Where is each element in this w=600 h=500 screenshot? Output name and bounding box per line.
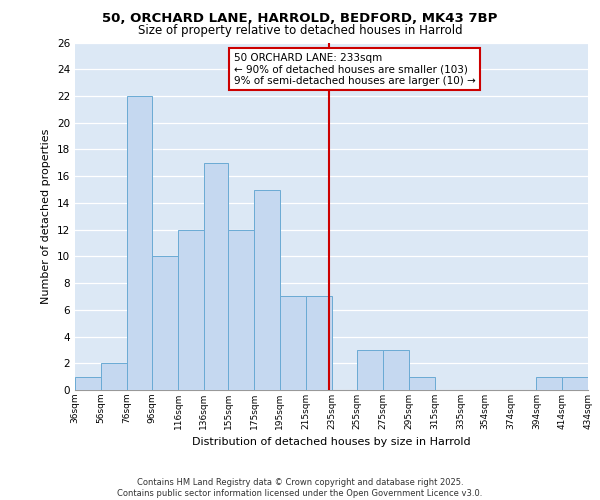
Bar (280, 296, 306, 390)
Bar (178, 230, 204, 390)
Bar (75, 376, 101, 390)
Bar (152, 256, 178, 390)
Text: 50 ORCHARD LANE: 233sqm
← 90% of detached houses are smaller (103)
9% of semi-de: 50 ORCHARD LANE: 233sqm ← 90% of detache… (233, 52, 475, 86)
Bar (357, 350, 383, 390)
X-axis label: Distribution of detached houses by size in Harrold: Distribution of detached houses by size … (192, 438, 471, 448)
Text: Contains HM Land Registry data © Crown copyright and database right 2025.
Contai: Contains HM Land Registry data © Crown c… (118, 478, 482, 498)
Bar (229, 230, 254, 390)
Bar (383, 350, 409, 390)
Bar (127, 96, 152, 390)
Y-axis label: Number of detached properties: Number of detached properties (41, 128, 52, 304)
Bar (204, 163, 229, 390)
Bar (536, 376, 562, 390)
Bar (409, 376, 434, 390)
Text: 50, ORCHARD LANE, HARROLD, BEDFORD, MK43 7BP: 50, ORCHARD LANE, HARROLD, BEDFORD, MK43… (103, 12, 497, 26)
Bar (254, 190, 280, 390)
Text: Size of property relative to detached houses in Harrold: Size of property relative to detached ho… (137, 24, 463, 37)
Bar (562, 376, 588, 390)
Bar (101, 364, 127, 390)
Bar (306, 296, 331, 390)
Bar (588, 376, 600, 390)
